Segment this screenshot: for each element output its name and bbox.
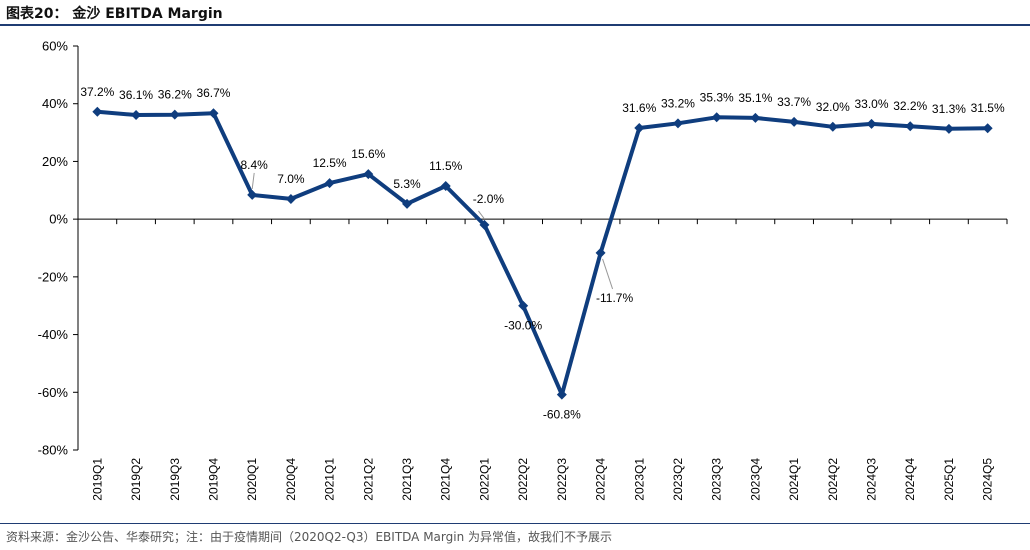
x-tick-label: 2019Q2	[129, 458, 143, 501]
x-tick-label: 2022Q4	[594, 458, 608, 501]
x-tick-label: 2024Q2	[826, 458, 840, 501]
data-label: 7.0%	[277, 172, 305, 186]
x-tick-label: 2024Q1	[787, 458, 801, 501]
data-point	[440, 180, 451, 191]
label-leader-line	[602, 258, 614, 290]
y-tick-label: -40%	[38, 327, 69, 342]
data-label: 31.3%	[932, 102, 966, 116]
title-divider	[0, 24, 1030, 26]
data-label: 31.6%	[622, 101, 656, 115]
data-label: 36.1%	[119, 88, 153, 102]
series-line	[97, 109, 988, 397]
data-point	[208, 108, 219, 119]
data-point	[789, 116, 800, 127]
data-label: 35.3%	[700, 90, 734, 104]
data-label: -2.0%	[473, 192, 505, 206]
y-tick-label: -20%	[38, 269, 69, 284]
x-tick-label: 2025Q1	[942, 458, 956, 501]
data-label: 35.1%	[738, 91, 772, 105]
data-point	[169, 109, 180, 120]
data-point	[866, 118, 877, 129]
data-point	[711, 112, 722, 123]
x-tick-label: 2021Q1	[323, 458, 337, 501]
x-tick-label: 2023Q1	[632, 458, 646, 501]
data-point	[247, 189, 258, 200]
x-tick-label: 2019Q3	[168, 458, 182, 501]
data-point	[131, 109, 142, 120]
data-point	[943, 123, 954, 134]
data-label: 12.5%	[313, 156, 347, 170]
data-label: 36.2%	[158, 88, 192, 102]
data-label: 37.2%	[80, 85, 114, 99]
data-label: 31.5%	[971, 101, 1005, 115]
x-tick-label: 2021Q3	[400, 458, 414, 501]
x-tick-label: 2022Q2	[516, 458, 530, 501]
data-point	[518, 300, 529, 311]
data-label: 15.6%	[351, 147, 385, 161]
data-label: 32.0%	[816, 100, 850, 114]
x-tick-label: 2021Q4	[439, 458, 453, 501]
x-tick-label: 2022Q3	[555, 458, 569, 501]
data-point	[363, 169, 374, 180]
data-point	[750, 112, 761, 123]
data-point	[92, 106, 103, 117]
data-point	[827, 121, 838, 132]
footer-divider	[0, 523, 1030, 524]
data-label: 5.3%	[393, 177, 421, 191]
data-point	[556, 389, 567, 400]
data-point	[982, 123, 993, 134]
x-tick-label: 2024Q4	[903, 458, 917, 501]
data-point	[634, 122, 645, 133]
data-label: 33.0%	[855, 97, 889, 111]
data-label: 32.2%	[893, 99, 927, 113]
x-tick-label: 2020Q4	[284, 458, 298, 501]
data-label: -11.7%	[596, 291, 633, 305]
x-tick-label: 2019Q1	[90, 458, 104, 501]
y-tick-label: -60%	[38, 385, 69, 400]
label-leader-line	[251, 172, 255, 189]
y-tick-label: 40%	[42, 96, 68, 111]
data-label: 36.7%	[196, 86, 230, 100]
data-point	[285, 193, 296, 204]
data-point	[479, 219, 490, 230]
y-tick-label: 0%	[49, 212, 68, 227]
x-tick-label: 2020Q1	[245, 458, 259, 501]
x-tick-label: 2023Q3	[710, 458, 724, 501]
x-tick-label: 2024Q5	[981, 458, 995, 501]
chart-title: 图表20： 金沙 EBITDA Margin	[6, 6, 223, 22]
data-point	[402, 198, 413, 209]
y-tick-label: 60%	[42, 39, 68, 54]
data-label: 33.7%	[777, 95, 811, 109]
data-point	[324, 178, 335, 189]
source-note: 资料来源：金沙公告、华泰研究；注：由于疫情期间（2020Q2-Q3）EBITDA…	[6, 530, 613, 544]
data-point	[595, 247, 606, 258]
data-label: 33.2%	[661, 96, 695, 110]
x-tick-label: 2023Q2	[671, 458, 685, 501]
x-tick-label: 2019Q4	[206, 458, 220, 501]
data-point	[905, 121, 916, 132]
data-label: -60.8%	[543, 408, 581, 422]
x-tick-label: 2023Q4	[748, 458, 762, 501]
data-label: 11.5%	[429, 159, 462, 173]
data-label: -30.0%	[504, 319, 542, 333]
y-tick-label: -80%	[38, 443, 69, 458]
data-label: 8.4%	[241, 158, 269, 172]
label-leader-line	[478, 210, 485, 220]
line-chart: 60% 40% 20% 0% -20% -40% -60% -80% 2019Q1 2019Q2 2…	[38, 39, 1008, 501]
x-tick-label: 2021Q2	[361, 458, 375, 501]
y-tick-label: 20%	[42, 154, 68, 169]
x-tick-label: 2022Q1	[477, 458, 491, 501]
data-point	[672, 118, 683, 129]
x-tick-label: 2024Q3	[865, 458, 879, 501]
